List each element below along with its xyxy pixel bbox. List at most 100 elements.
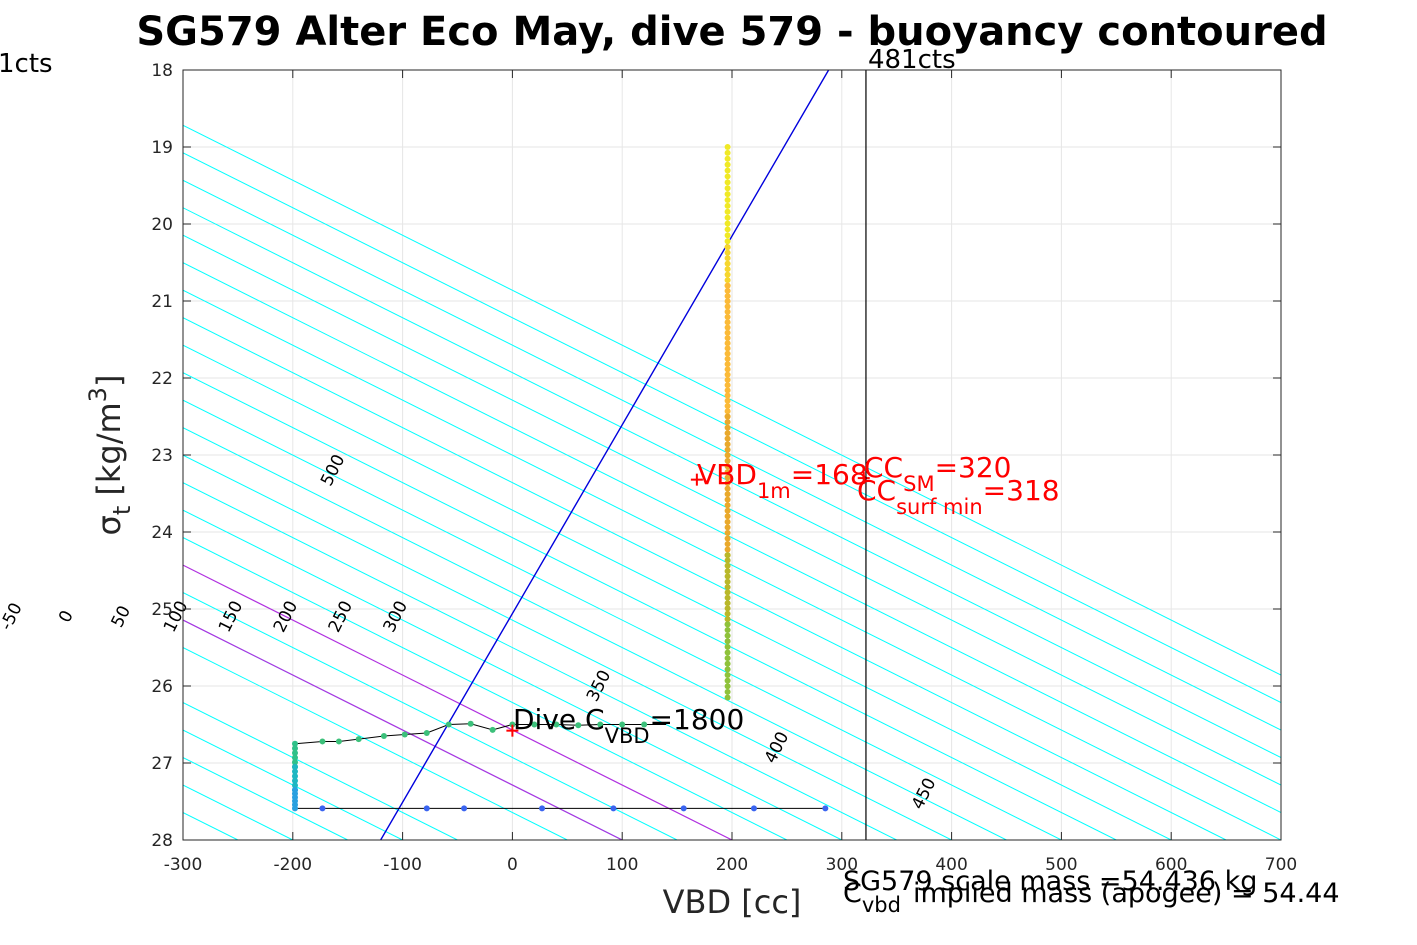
data-point: [724, 167, 731, 174]
x-tick-label: -300: [164, 855, 203, 875]
y-tick-label: 18: [151, 61, 173, 81]
data-point: [724, 350, 731, 357]
contour-line-cyan: [183, 344, 1172, 840]
data-point: [724, 573, 731, 580]
ascent-point: [461, 805, 468, 812]
y-tick-label: 22: [151, 369, 173, 389]
data-point: [724, 529, 731, 536]
contour-label: -50: [0, 600, 27, 634]
data-point: [724, 688, 731, 695]
data-point: [724, 480, 731, 487]
descent-point: [335, 738, 342, 745]
cc-surf-min-annotation: CCsurf min=318: [857, 474, 1060, 519]
contour-line-cyan: [183, 427, 1007, 840]
data-point: [724, 329, 731, 336]
data-point: [724, 287, 731, 294]
y-tick-label: 25: [151, 600, 173, 620]
data-point: [724, 324, 731, 331]
data-point: [724, 474, 731, 481]
data-point: [724, 568, 731, 575]
data-point: [724, 266, 731, 273]
data-point: [724, 621, 731, 628]
cc-surf-main: CC: [857, 474, 896, 507]
data-point: [724, 382, 731, 389]
data-point: [724, 403, 731, 410]
data-point: [724, 173, 731, 180]
ascent-point: [750, 805, 757, 812]
ascent-point: [822, 805, 829, 812]
data-point: [724, 677, 731, 684]
data-point: [724, 244, 731, 251]
data-point: [724, 303, 731, 310]
cc-sm-sub: SM: [903, 472, 934, 496]
data-point: [724, 397, 731, 404]
ascent-point: [423, 805, 430, 812]
data-point: [291, 768, 298, 775]
data-point: [724, 387, 731, 394]
series-line: [294, 723, 667, 745]
y-tick-label: 27: [151, 754, 173, 774]
dive-cvbd-annotation: Dive CVBD=1800: [513, 703, 744, 748]
data-point: [724, 376, 731, 383]
data-point: [724, 149, 731, 156]
contour-line-cyan: [183, 234, 1281, 786]
contour-line-cyan: [183, 152, 1281, 704]
y-tick-label: 19: [151, 138, 173, 158]
y-label-sigma: σ: [90, 515, 128, 535]
contour-line-cyan: [183, 701, 458, 840]
data-point: [724, 441, 731, 448]
y-axis-ticks: 18 19 20 21 22 23 24 25 26 27 28: [151, 61, 1281, 851]
descent-point: [619, 721, 626, 728]
data-point: [724, 627, 731, 634]
descent-point: [641, 721, 648, 728]
contour-line-cyan: [0, 70, 73, 840]
data-point: [724, 605, 731, 612]
data-point: [291, 782, 298, 789]
contour-line-cyan: [183, 509, 843, 840]
data-point: [724, 485, 731, 492]
data-point: [724, 610, 731, 617]
data-point: [724, 491, 731, 498]
x-axis-ticks: -300 -200 -100 0 100 200 300 400 500 600 700: [164, 70, 1297, 875]
data-point: [724, 260, 731, 267]
contour-line-cyan: [183, 207, 1281, 759]
x-tick-label: 0: [507, 855, 518, 875]
contour-line-cyan: [183, 289, 1281, 840]
data-point: [724, 452, 731, 459]
series-line: [380, 70, 830, 840]
contour-line-cyan: [183, 482, 897, 840]
y-tick-label: 24: [151, 523, 173, 543]
descent-point: [401, 731, 408, 738]
cvbd-main: C: [843, 878, 862, 909]
data-point: [724, 643, 731, 650]
data-point: [724, 144, 731, 150]
descent-point: [575, 722, 582, 729]
contour-line-cyan: [183, 537, 788, 840]
contour-label: 50: [108, 603, 136, 631]
contour-line-cyan: [183, 124, 1281, 676]
data-point: [724, 594, 731, 601]
y-label-unit: [kg/m: [90, 402, 128, 505]
dive-cvbd-main: Dive C: [513, 703, 605, 736]
x-tick-label: 700: [1265, 855, 1297, 875]
data-point: [724, 632, 731, 639]
data-point: [724, 308, 731, 315]
data-point: [724, 457, 731, 464]
dive-cvbd-value: =1800: [650, 703, 745, 736]
data-point: [724, 408, 731, 415]
ascent-point: [319, 805, 326, 812]
descent-point: [467, 720, 474, 727]
contour-line-cyan: [183, 317, 1227, 840]
data-point: [724, 694, 731, 701]
data-point: [724, 666, 731, 673]
data-point: [724, 249, 731, 256]
descent-point: [319, 738, 326, 745]
data-point: [724, 507, 731, 514]
data-point: [724, 255, 731, 262]
x-tick-label: 500: [1045, 855, 1077, 875]
contour-line-cyan: [183, 592, 678, 840]
data-point: [724, 334, 731, 341]
y-tick-label: 21: [151, 292, 173, 312]
contour-line-magenta: [183, 619, 623, 840]
data-point: [724, 293, 731, 300]
